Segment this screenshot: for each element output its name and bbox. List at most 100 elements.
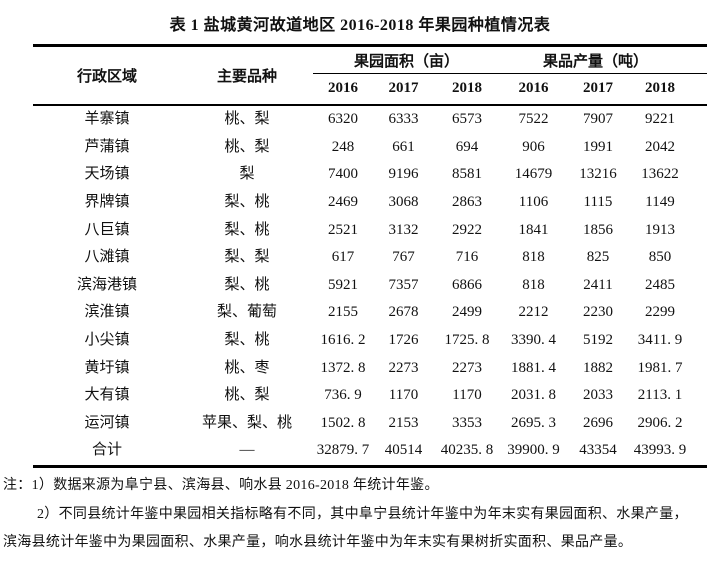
header-yield-group: 果品产量（吨） bbox=[542, 53, 648, 70]
value-cell: 1881. 4 bbox=[511, 359, 556, 376]
header-variety: 主要品种 bbox=[216, 69, 277, 85]
table-row: 八巨镇 梨、桃 2521 3132 2922 1841 1856 1913 bbox=[33, 216, 707, 244]
region-cell: 天场镇 bbox=[84, 166, 130, 183]
value-cell: 716 bbox=[455, 249, 479, 266]
variety-cell: 桃、梨 bbox=[224, 387, 270, 404]
value-cell: 2469 bbox=[328, 194, 358, 211]
region-cell: 运河镇 bbox=[84, 414, 130, 431]
value-cell: 661 bbox=[392, 138, 415, 155]
variety-cell: 梨 bbox=[239, 166, 255, 183]
value-cell: 1882 bbox=[583, 359, 613, 376]
value-cell: 1170 bbox=[388, 387, 419, 404]
value-cell: 1115 bbox=[583, 194, 613, 211]
value-cell: 2678 bbox=[388, 304, 419, 321]
value-cell: 13622 bbox=[641, 166, 679, 183]
variety-cell: 桃、枣 bbox=[224, 359, 270, 376]
footnote-line: 2）不同县统计年鉴中果园相关指标略有不同，其中阜宁县统计年鉴中为年末实有果园面积… bbox=[37, 507, 688, 522]
region-cell: 八滩镇 bbox=[84, 249, 130, 266]
value-cell: 2153 bbox=[388, 414, 419, 431]
table-row: 界牌镇 梨、桃 2469 3068 2863 1106 1115 1149 bbox=[33, 189, 707, 217]
variety-cell: 苹果、梨、桃 bbox=[201, 414, 292, 431]
table-row: 黄圩镇 桃、枣 1372. 8 2273 2273 1881. 4 1882 1981. 7 bbox=[33, 354, 707, 382]
value-cell: 1616. 2 bbox=[320, 332, 366, 349]
value-cell: 825 bbox=[586, 249, 610, 266]
value-cell: 2521 bbox=[328, 221, 358, 238]
region-cell: 黄圩镇 bbox=[84, 359, 130, 376]
value-cell: 3353 bbox=[452, 414, 482, 431]
value-cell: 2499 bbox=[452, 304, 482, 321]
value-cell: 2696 bbox=[583, 414, 613, 431]
value-cell: 5921 bbox=[328, 276, 358, 293]
value-cell: 906 bbox=[522, 138, 545, 155]
variety-cell: 桃、梨 bbox=[224, 111, 270, 128]
value-cell: 1502. 8 bbox=[320, 414, 366, 431]
value-cell: 40514 bbox=[384, 442, 423, 459]
value-cell: 818 bbox=[522, 276, 545, 293]
value-cell: 2906. 2 bbox=[637, 414, 683, 431]
region-cell: 滨淮镇 bbox=[84, 304, 130, 321]
value-cell: 6573 bbox=[452, 111, 482, 128]
value-cell: 2863 bbox=[452, 194, 482, 211]
value-cell: 248 bbox=[331, 138, 355, 155]
table-row: 羊寨镇 桃、梨 6320 6333 6573 7522 7907 9221 bbox=[33, 106, 707, 134]
value-cell: 1991 bbox=[583, 138, 613, 155]
table-row: 滨海港镇 梨、桃 5921 7357 6866 818 2411 2485 bbox=[33, 272, 707, 300]
value-cell: 3132 bbox=[388, 221, 419, 238]
variety-cell: 梨、桃 bbox=[224, 221, 270, 238]
header-area-group: 果园面积（亩） bbox=[353, 53, 459, 70]
variety-cell: 梨、桃 bbox=[224, 332, 270, 349]
header-year: 2017 bbox=[583, 80, 613, 96]
value-cell: 2212 bbox=[518, 304, 549, 321]
value-cell: 7907 bbox=[583, 111, 613, 128]
value-cell: 1856 bbox=[583, 221, 613, 238]
value-cell: 3390. 4 bbox=[511, 332, 556, 349]
table-row: 八滩镇 梨、梨 617 767 716 818 825 850 bbox=[33, 244, 707, 272]
region-cell: 滨海港镇 bbox=[76, 276, 137, 293]
table-body: 羊寨镇 桃、梨 6320 6333 6573 7522 7907 9221 芦蒲镇 桃、梨 248 6… bbox=[33, 106, 707, 465]
variety-cell: — bbox=[239, 442, 255, 459]
value-cell: 5192 bbox=[583, 332, 613, 349]
variety-cell: 梨、梨 bbox=[224, 249, 270, 266]
value-cell: 736. 9 bbox=[324, 387, 362, 404]
variety-cell: 梨、桃 bbox=[224, 194, 270, 211]
value-cell: 767 bbox=[392, 249, 415, 266]
table-row: 小尖镇 梨、桃 1616. 2 1726 1725. 8 3390. 4 5192 3411.… bbox=[33, 327, 707, 355]
table-row: 合计 — 32879. 7 40514 40235. 8 39900. 9 43354 439… bbox=[33, 437, 707, 465]
value-cell: 40235. 8 bbox=[440, 442, 494, 459]
value-cell: 2033 bbox=[583, 387, 613, 404]
header-year: 2017 bbox=[388, 80, 419, 96]
variety-cell: 梨、葡萄 bbox=[216, 304, 277, 321]
region-cell: 芦蒲镇 bbox=[84, 138, 130, 155]
header-year: 2016 bbox=[518, 80, 549, 96]
value-cell: 1981. 7 bbox=[637, 359, 683, 376]
value-cell: 2922 bbox=[452, 221, 482, 238]
table-row: 运河镇 苹果、梨、桃 1502. 8 2153 3353 2695. 3 2696 2906.… bbox=[33, 410, 707, 438]
table-row: 大有镇 桃、梨 736. 9 1170 1170 2031. 8 2033 2113. 1 bbox=[33, 382, 707, 410]
value-cell: 6320 bbox=[328, 111, 358, 128]
header-year: 2018 bbox=[645, 80, 675, 96]
value-cell: 3411. 9 bbox=[637, 332, 683, 349]
value-cell: 7400 bbox=[328, 166, 358, 183]
value-cell: 1372. 8 bbox=[320, 359, 366, 376]
value-cell: 2485 bbox=[645, 276, 675, 293]
value-cell: 1913 bbox=[645, 221, 675, 238]
region-cell: 大有镇 bbox=[84, 387, 130, 404]
value-cell: 43354 bbox=[579, 442, 617, 459]
value-cell: 32879. 7 bbox=[316, 442, 370, 459]
footnote-line: 滨海县统计年鉴中为果园面积、水果产量，响水县统计年鉴中为年末实有果树折实面积、果… bbox=[3, 535, 633, 550]
table-row: 芦蒲镇 桃、梨 248 661 694 906 1991 2042 bbox=[33, 134, 707, 162]
table-row: 天场镇 梨 7400 9196 8581 14679 13216 13622 bbox=[33, 161, 707, 189]
value-cell: 8581 bbox=[452, 166, 482, 183]
value-cell: 1726 bbox=[388, 332, 419, 349]
value-cell: 14679 bbox=[514, 166, 553, 183]
region-cell: 合计 bbox=[91, 442, 122, 459]
value-cell: 6866 bbox=[452, 276, 482, 293]
value-cell: 43993. 9 bbox=[633, 442, 687, 459]
value-cell: 818 bbox=[522, 249, 545, 266]
data-table: 行政区域 主要品种 果园面积（亩） 果品产量（吨） 2016 2017 2018… bbox=[33, 44, 707, 468]
value-cell: 6333 bbox=[388, 111, 419, 128]
header-region: 行政区域 bbox=[76, 69, 137, 85]
value-cell: 1841 bbox=[518, 221, 549, 238]
value-cell: 2113. 1 bbox=[637, 387, 683, 404]
